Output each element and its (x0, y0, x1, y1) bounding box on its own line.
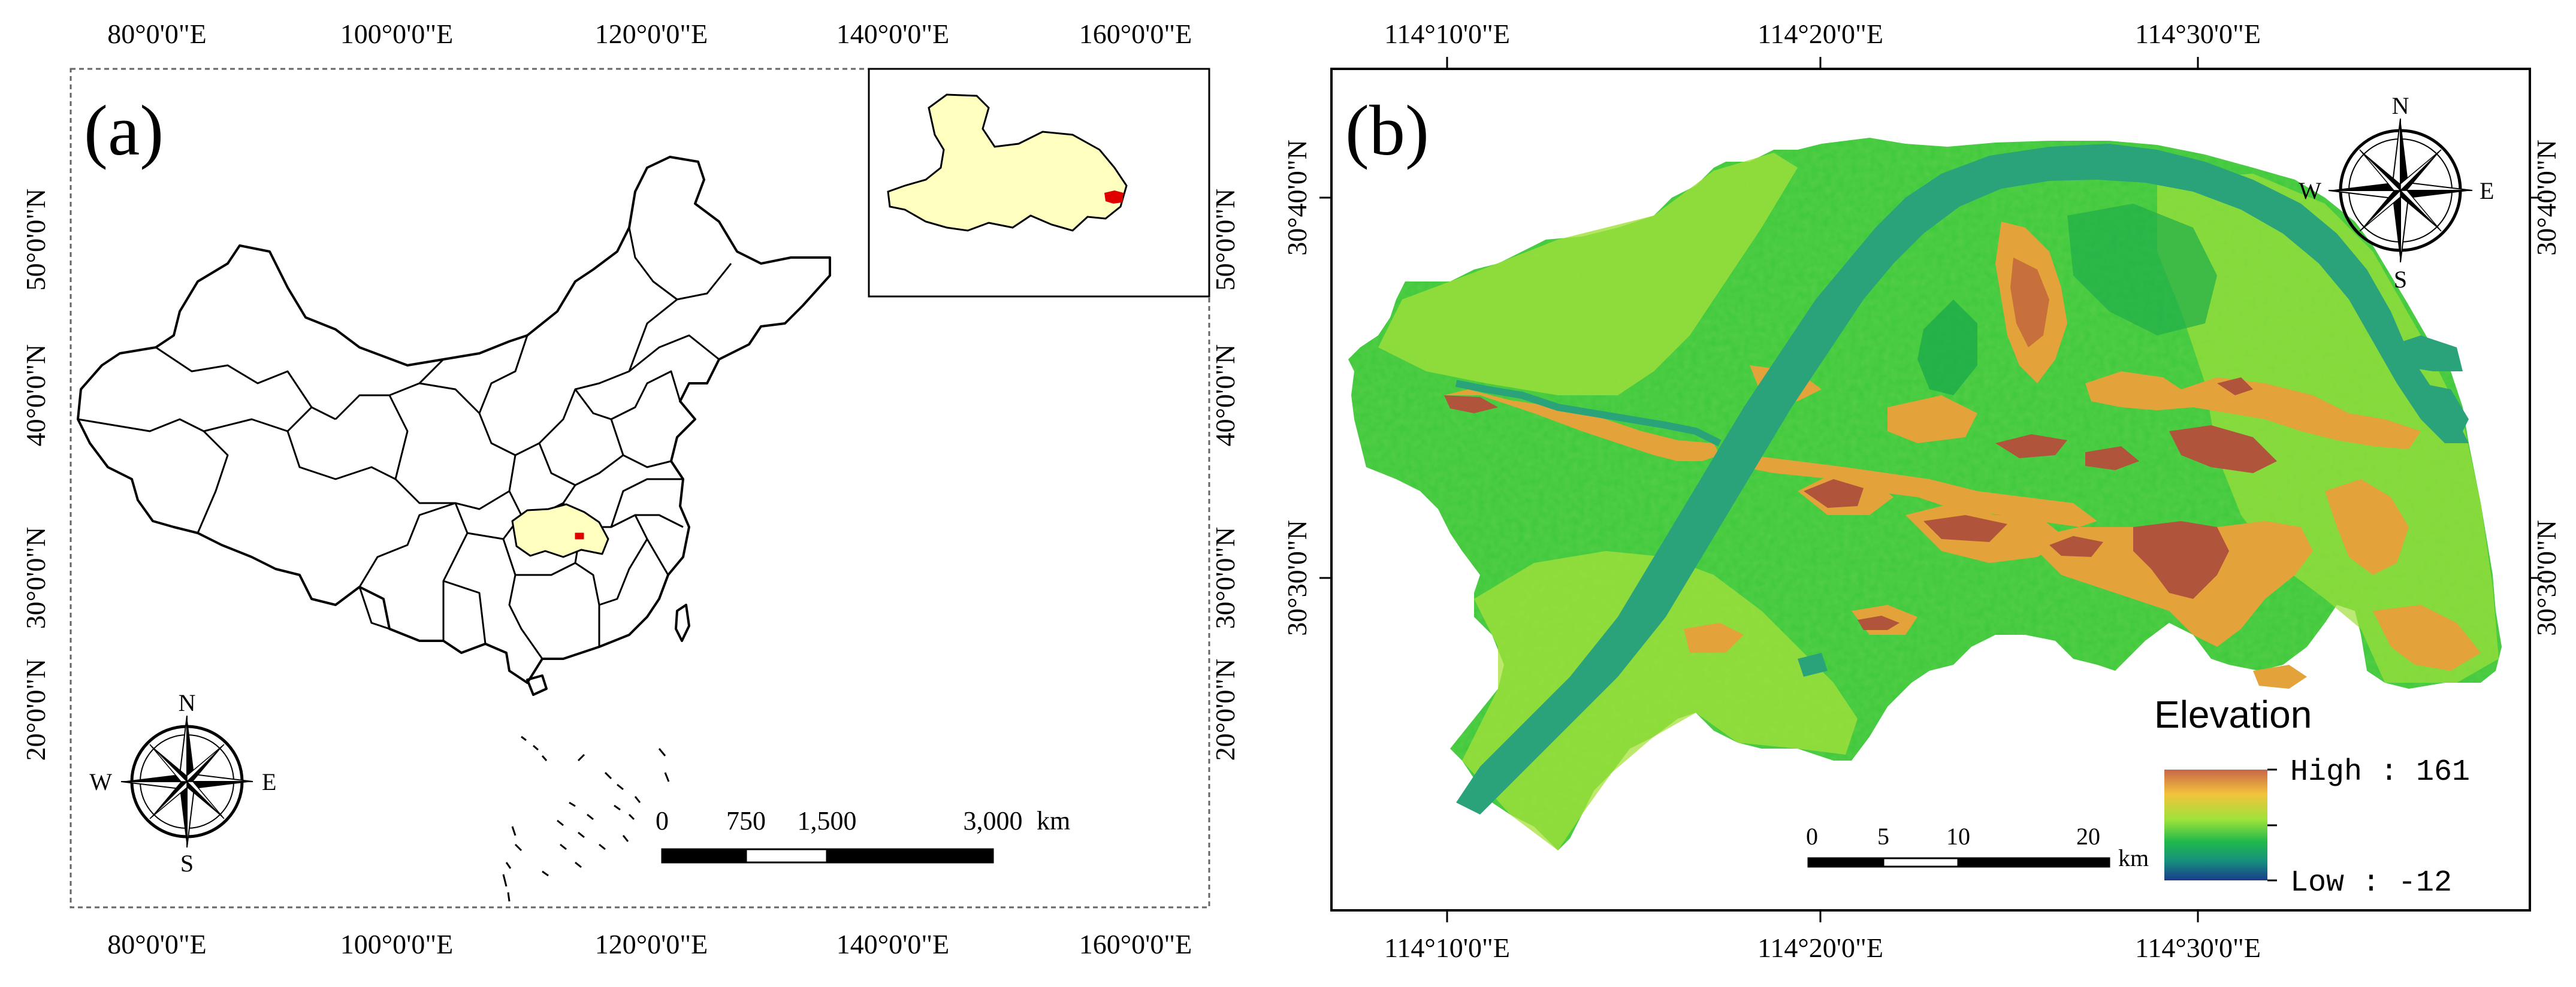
compass-b-e: E (2480, 177, 2494, 204)
han-river (1455, 380, 1722, 447)
compass-a-s: S (180, 850, 194, 877)
tick-top-160e: 160°0'0"E (1079, 19, 1192, 49)
tick-bottom-120e: 120°0'0"E (595, 929, 708, 959)
hubei-inset (868, 68, 1210, 298)
dem-plain-nw (1378, 153, 1798, 395)
wuhan-marker (575, 532, 584, 540)
panel-a-top-ticks: 80°0'0"E 100°0'0"E 120°0'0"E 140°0'0"E 1… (107, 19, 1192, 49)
panel-a: 80°0'0"E 100°0'0"E 120°0'0"E 140°0'0"E 1… (20, 19, 1240, 959)
dem-lowland-east (2067, 204, 2217, 335)
scale-b-label-5: 5 (1877, 823, 1889, 850)
tick-top-140e: 140°0'0"E (836, 19, 950, 49)
panel-b-label: (b) (1345, 90, 1429, 170)
china-outline (77, 156, 831, 684)
tick-left-40n: 40°0'0"N (20, 344, 51, 447)
tick-right-30n: 30°0'0"N (1210, 527, 1240, 629)
panel-b-left-ticks: 30°40'0"N 30°30'0"N (1282, 140, 1331, 636)
tick-bottom-114-30: 114°30'0"E (2135, 932, 2261, 963)
elevation-legend: Elevation High : 161 Low : -12 (2154, 693, 2470, 900)
tick-bottom-100e: 100°0'0"E (340, 929, 454, 959)
tick-left-30n: 30°0'0"N (20, 527, 51, 629)
china-map (77, 156, 831, 696)
compass-a: N S E W (89, 689, 276, 877)
panel-b-bottom-ticks: 114°10'0"E 114°20'0"E 114°30'0"E (1384, 910, 2261, 963)
panel-b: 114°10'0"E 114°20'0"E 114°30'0"E 114°10'… (1282, 19, 2562, 963)
tick-bottom-140e: 140°0'0"E (836, 929, 950, 959)
tick-left-50n: 50°0'0"N (20, 189, 51, 291)
tick-right-50n: 50°0'0"N (1210, 189, 1240, 291)
scale-b-label-10: 10 (1946, 823, 1970, 850)
scale-b-label-20: 20 (2076, 823, 2100, 850)
panel-b-top-ticks: 114°10'0"E 114°20'0"E 114°30'0"E (1384, 19, 2261, 69)
inset-hubei-province (887, 93, 1128, 232)
panel-a-right-ticks: 50°0'0"N 40°0'0"N 30°0'0"N 20°0'0"N (1210, 189, 1240, 761)
tick-left-30-30: 30°30'0"N (1282, 520, 1312, 636)
legend-title: Elevation (2154, 693, 2312, 736)
hainan (526, 674, 548, 696)
panel-a-bottom-ticks: 80°0'0"E 100°0'0"E 120°0'0"E 140°0'0"E 1… (107, 929, 1192, 959)
scale-a-label-3000: 3,000 (964, 806, 1023, 835)
panel-a-left-ticks: 50°0'0"N 40°0'0"N 30°0'0"N 20°0'0"N (20, 189, 51, 761)
tick-top-114-20: 114°20'0"E (1757, 19, 1883, 49)
lake-south (1798, 653, 1828, 677)
inset-wuhan (1104, 190, 1124, 204)
tick-top-114-30: 114°30'0"E (2135, 19, 2261, 49)
panel-b-right-ticks: 30°40'0"N 30°30'0"N (2530, 140, 2562, 636)
scale-bar-b: 0 5 10 20 km (1806, 823, 2149, 871)
scale-b-label-0: 0 (1806, 823, 1818, 850)
south-china-sea-islands (502, 735, 670, 902)
dem-lowland-center (1917, 299, 1977, 395)
tick-top-120e: 120°0'0"E (595, 19, 708, 49)
tick-bottom-80e: 80°0'0"E (107, 929, 207, 959)
hubei-province (511, 503, 609, 558)
taiwan (675, 604, 690, 642)
compass-b: N S E W (2299, 92, 2494, 293)
tick-top-100e: 100°0'0"E (340, 19, 454, 49)
tick-left-20n: 20°0'0"N (20, 659, 51, 761)
lake-river-corner (2385, 335, 2463, 371)
tick-top-114-10: 114°10'0"E (1384, 19, 1510, 49)
panel-a-frame (70, 68, 1210, 909)
compass-b-n: N (2392, 92, 2409, 119)
tick-top-80e: 80°0'0"E (107, 19, 207, 49)
legend-low-label: Low : -12 (2290, 866, 2452, 900)
scale-a-label-0: 0 (656, 806, 669, 835)
dem-uplands (1444, 222, 2481, 689)
scale-a-label-1500: 1,500 (798, 806, 857, 835)
lake-east (2421, 383, 2469, 443)
tick-right-20n: 20°0'0"N (1210, 659, 1240, 761)
tick-left-30-40: 30°40'0"N (1282, 140, 1312, 256)
compass-b-s: S (2394, 266, 2407, 293)
scale-bar-a: 0 750 1,500 3,000 km (656, 806, 1070, 864)
dem-plain-south (1462, 551, 1858, 850)
scale-b-unit: km (2118, 844, 2149, 871)
panel-a-label: (a) (84, 90, 164, 170)
scale-a-unit: km (1037, 806, 1070, 835)
compass-a-e: E (262, 768, 276, 795)
tick-right-40n: 40°0'0"N (1210, 344, 1240, 447)
legend-high-label: High : 161 (2290, 755, 2470, 789)
tick-bottom-114-10: 114°10'0"E (1384, 932, 1510, 963)
legend-color-ramp (2164, 770, 2267, 880)
compass-a-w: W (89, 768, 112, 795)
compass-b-w: W (2299, 177, 2321, 204)
tick-bottom-160e: 160°0'0"E (1079, 929, 1192, 959)
tick-bottom-114-20: 114°20'0"E (1757, 932, 1883, 963)
compass-a-n: N (179, 689, 196, 716)
scale-a-label-750: 750 (726, 806, 766, 835)
